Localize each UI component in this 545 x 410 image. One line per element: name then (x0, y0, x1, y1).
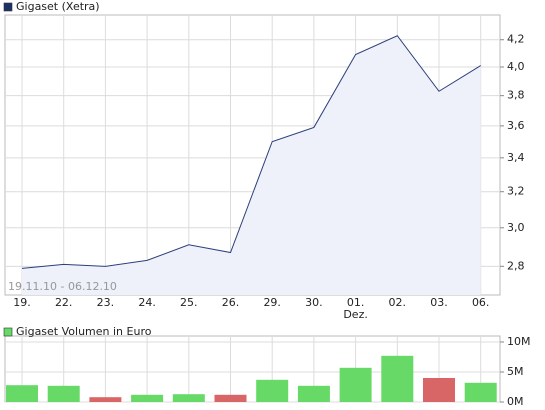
line (21, 35, 481, 269)
bar (131, 394, 164, 402)
legend-label: Gigaset (Xetra) (16, 0, 100, 13)
x-tick-label: 23. (97, 296, 115, 309)
x-tick-label: 26. (222, 296, 240, 309)
bar (339, 367, 372, 402)
bar (381, 355, 414, 402)
y-tick-label: 4,2 (507, 33, 525, 46)
y-tick-label: 3,6 (507, 119, 525, 132)
y-tick-label: 3,0 (507, 221, 525, 234)
legend-swatch (3, 2, 13, 12)
bar (214, 394, 247, 402)
legend-label: Gigaset Volumen in Euro (16, 325, 152, 338)
x-tick-label: 02. (389, 296, 407, 309)
area (22, 35, 481, 295)
plot-area (4, 335, 501, 403)
x-tick-label: 25. (180, 296, 198, 309)
legend-swatch (3, 327, 13, 337)
bar (256, 379, 289, 402)
x-tick-label: 29. (263, 296, 281, 309)
y-tick-label: 3,2 (507, 185, 525, 198)
y-tick-label: 3,8 (507, 89, 525, 102)
x-month-label: Dez. (343, 308, 368, 321)
y-tick-label: 3,4 (507, 151, 525, 164)
bar (89, 397, 122, 402)
bar (423, 378, 455, 402)
x-tick-label: 24. (138, 296, 156, 309)
x-tick-label: 22. (55, 296, 73, 309)
x-tick-label: 03. (430, 296, 448, 309)
bar (297, 385, 330, 402)
y-tick-label: 10M (507, 335, 531, 348)
x-tick-label: 19. (13, 296, 31, 309)
bar (172, 394, 205, 402)
bar (464, 382, 497, 402)
y-tick-label: 5M (507, 365, 524, 378)
date-range: 19.11.10 - 06.12.10 (8, 280, 117, 293)
y-tick-label: 2,8 (507, 259, 525, 272)
y-tick-label: 0M (507, 395, 524, 408)
x-tick-label: 01. (347, 296, 365, 309)
x-tick-label: 30. (305, 296, 323, 309)
y-tick-label: 4,0 (507, 60, 525, 73)
bar (6, 385, 38, 402)
bar (47, 385, 80, 402)
x-tick-label: 06. (472, 296, 490, 309)
